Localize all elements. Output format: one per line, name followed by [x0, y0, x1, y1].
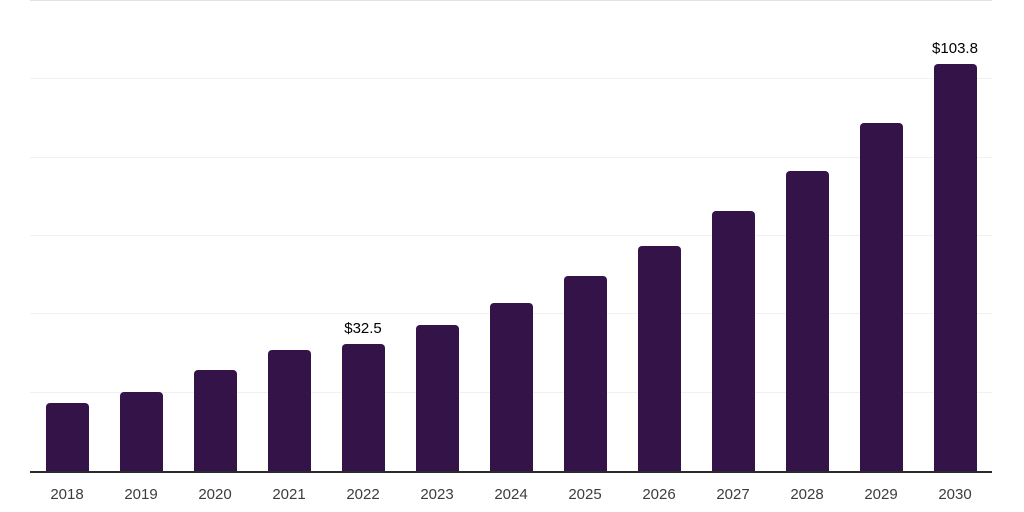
gridline-80: [30, 156, 992, 158]
x-tick-2025: 2025: [568, 486, 602, 503]
gridline-100: [30, 78, 992, 80]
x-axis: 2018 2019 2020 2021 2022 2023 2024 2025 2026 2027…: [30, 486, 992, 503]
bar-2024: [489, 302, 533, 471]
bar-2018: [45, 402, 89, 471]
x-tick-2030: 2030: [938, 486, 972, 503]
x-tick-2028: 2028: [790, 486, 824, 503]
bar-2027: [711, 211, 755, 471]
bar-2026: [637, 246, 681, 471]
bar-2023: [415, 324, 459, 471]
gridline-60: [30, 235, 992, 236]
bar-2020: [193, 369, 237, 471]
x-tick-2027: 2027: [716, 486, 750, 503]
bar-2022: [341, 343, 385, 471]
x-tick-2019: 2019: [124, 486, 158, 503]
bar-value-label-2022: $32.5: [344, 319, 382, 337]
x-tick-2021: 2021: [272, 486, 306, 503]
x-tick-2029: 2029: [864, 486, 898, 503]
bar-2029: [859, 122, 903, 471]
x-tick-2022: 2022: [346, 486, 380, 503]
x-tick-2020: 2020: [198, 486, 232, 503]
x-tick-2018: 2018: [50, 486, 84, 503]
plot-area: $32.5 $103.8: [30, 0, 992, 473]
x-tick-2026: 2026: [642, 486, 676, 503]
x-tick-2023: 2023: [420, 486, 454, 503]
x-tick-2024: 2024: [494, 486, 528, 503]
bar-2028: [785, 170, 829, 471]
bar-value-label-2030: $103.8: [932, 40, 978, 58]
bar-2021: [267, 349, 311, 471]
bar-2019: [119, 392, 163, 471]
bar-2030: [933, 64, 977, 471]
bar-2025: [563, 275, 607, 471]
